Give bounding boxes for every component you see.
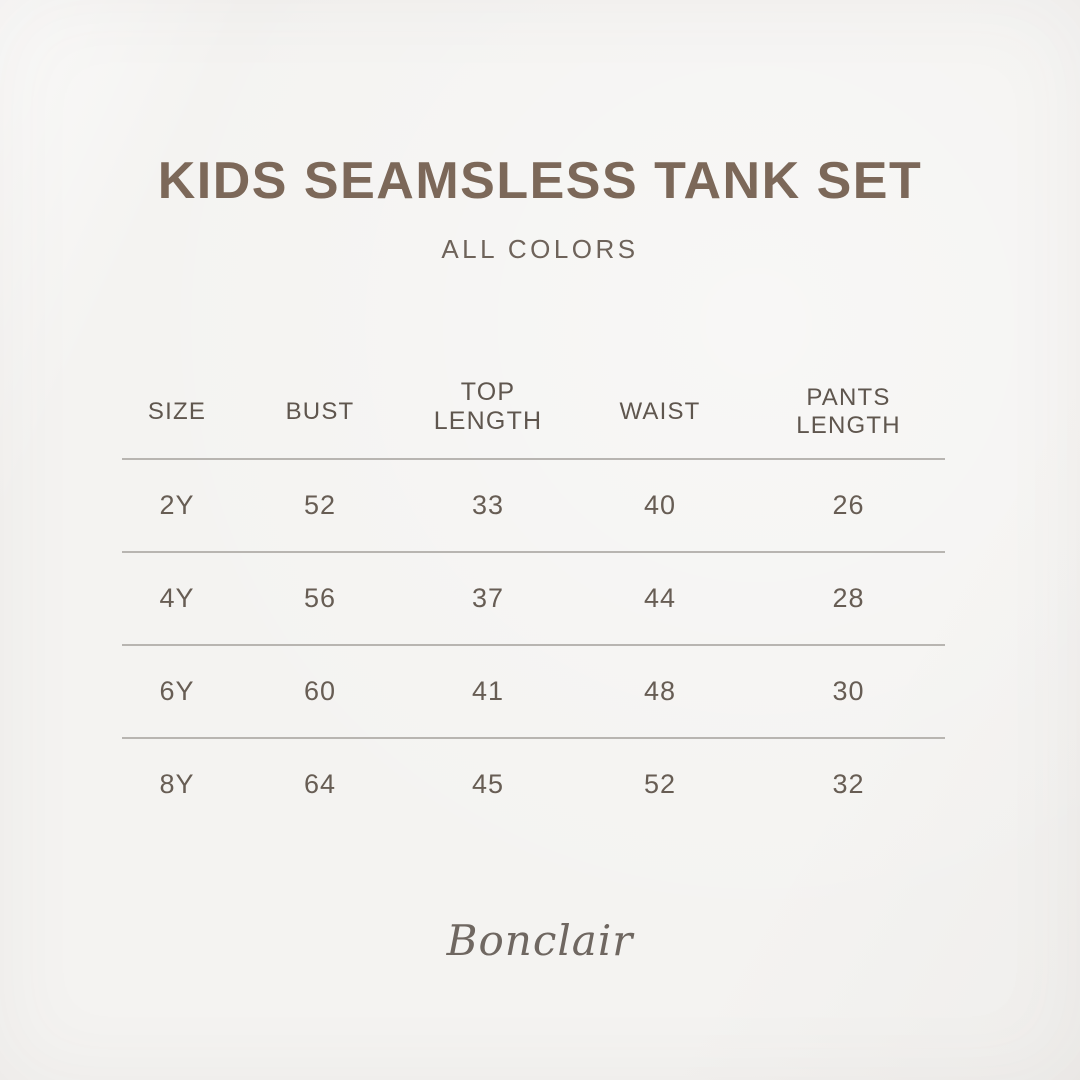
top-length-cell: 41 <box>471 676 505 706</box>
bust-cell: 56 <box>303 583 337 613</box>
column-header-bust: BUST <box>285 397 355 425</box>
waist-cell: 48 <box>643 676 677 706</box>
waist-cell: 40 <box>643 490 677 520</box>
pants-length-cell: 26 <box>832 490 865 520</box>
size-chart-table: SIZE BUST TOP LENGTH WAIST PANTS LENGTH … <box>122 365 945 830</box>
column-header-pants-length: PANTS LENGTH <box>796 383 901 439</box>
brand-logo: Bonclair <box>446 916 634 965</box>
pants-length-cell: 28 <box>832 583 865 613</box>
column-header-size: SIZE <box>147 397 207 425</box>
page-subtitle: ALL COLORS <box>441 234 639 264</box>
size-cell: 6Y <box>159 676 195 706</box>
column-header-top-length: TOP LENGTH <box>433 377 543 435</box>
bust-cell: 52 <box>303 490 337 520</box>
size-cell: 4Y <box>159 583 195 613</box>
size-cell: 2Y <box>159 490 195 520</box>
table-row: 8Y 64 45 52 32 <box>122 739 945 830</box>
page-title: KIDS SEAMSLESS TANK SET <box>157 152 923 210</box>
table-row: 4Y 56 37 44 28 <box>122 553 945 646</box>
table-header-row: SIZE BUST TOP LENGTH WAIST PANTS LENGTH <box>122 365 945 460</box>
pants-length-cell: 32 <box>832 769 865 799</box>
pants-length-cell: 30 <box>832 676 865 706</box>
bust-cell: 64 <box>303 769 337 799</box>
table-row: 2Y 52 33 40 26 <box>122 460 945 553</box>
bust-cell: 60 <box>303 676 337 706</box>
size-cell: 8Y <box>159 769 195 799</box>
column-header-waist: WAIST <box>619 397 701 425</box>
top-length-cell: 33 <box>471 490 505 520</box>
top-length-cell: 45 <box>471 769 505 799</box>
top-length-cell: 37 <box>471 583 505 613</box>
table-row: 6Y 60 41 48 30 <box>122 646 945 739</box>
waist-cell: 52 <box>643 769 677 799</box>
waist-cell: 44 <box>643 583 677 613</box>
